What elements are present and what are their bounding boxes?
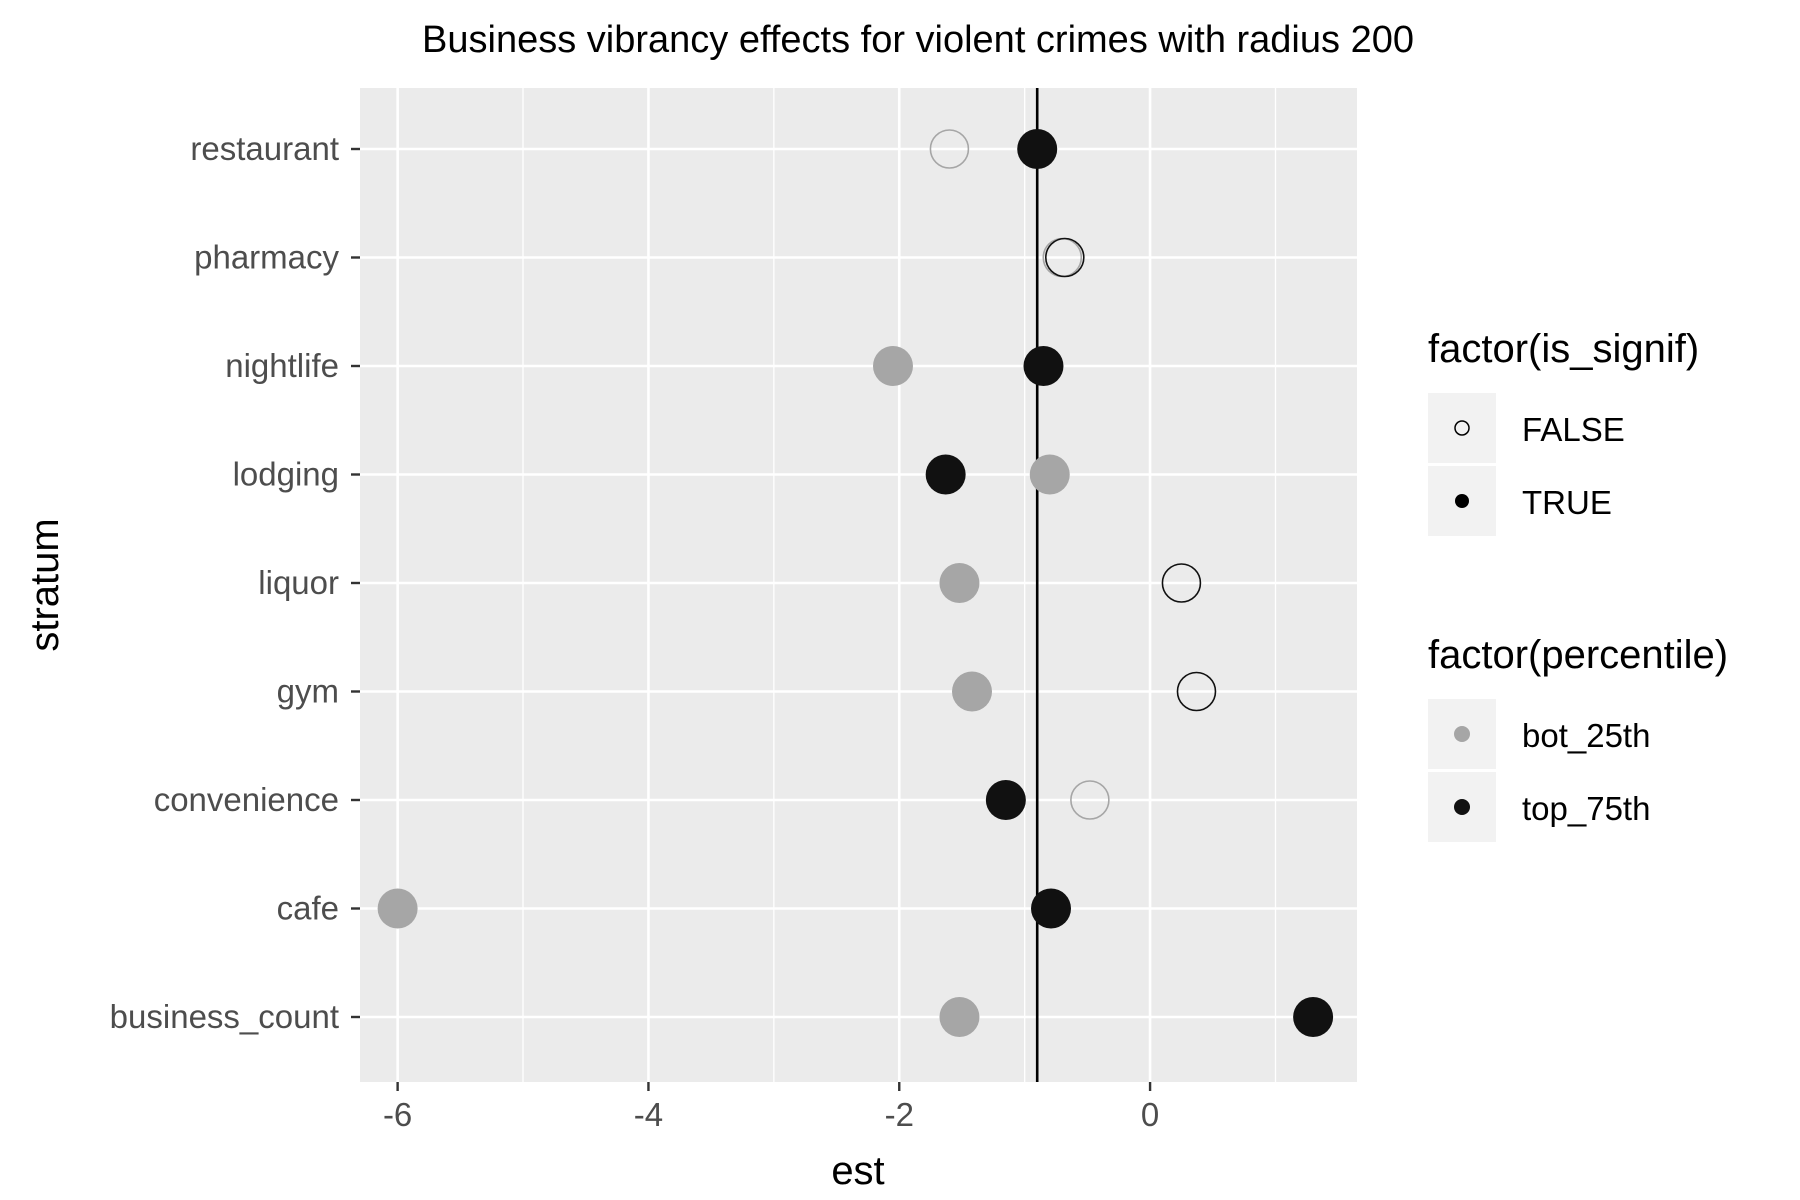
x-axis-title: est — [831, 1149, 884, 1193]
chart-title: Business vibrancy effects for violent cr… — [422, 19, 1414, 61]
y-tick-label: cafe — [277, 890, 339, 927]
x-axis: -6 -4 -2 0 — [383, 1082, 1159, 1133]
point-cafe-top-75th — [1031, 888, 1072, 929]
grid-lines — [360, 88, 1357, 1082]
data-points — [377, 129, 1334, 1037]
legend-is-signif: factor(is_signif) FALSE TRUE — [1428, 327, 1699, 536]
legend-label-top-75th: top_75th — [1522, 790, 1650, 827]
y-tick-label: restaurant — [190, 130, 339, 167]
point-liquor-top-75th — [1161, 563, 1202, 603]
point-business-count-top-75th — [1293, 997, 1334, 1037]
point-lodging-bot-25th — [1029, 454, 1070, 495]
legend-bot-25th-swatch-icon — [1454, 726, 1470, 742]
y-tick-label: business_count — [110, 998, 339, 1035]
x-tick-label: 0 — [1141, 1096, 1159, 1133]
point-restaurant-bot-25th — [929, 129, 970, 169]
point-convenience-bot-25th — [1070, 780, 1110, 820]
plot-panel-background — [360, 88, 1357, 1082]
point-liquor-bot-25th — [939, 563, 980, 603]
y-tick-label: gym — [277, 673, 339, 710]
point-nightlife-bot-25th — [872, 346, 913, 386]
y-tick-label: liquor — [258, 564, 339, 601]
y-axis-title: stratum — [23, 518, 67, 651]
point-business-count-bot-25th — [939, 997, 980, 1037]
legend-label-false: FALSE — [1522, 411, 1625, 448]
y-tick-label: lodging — [233, 456, 339, 493]
point-gym-bot-25th — [951, 671, 992, 712]
legend-label-bot-25th: bot_25th — [1522, 717, 1650, 754]
legend-key-background — [1428, 393, 1496, 463]
point-restaurant-top-75th — [1017, 129, 1058, 169]
point-nightlife-top-75th — [1023, 346, 1064, 386]
point-pharmacy-top-75th — [1044, 237, 1085, 278]
x-tick-label: -6 — [383, 1096, 412, 1133]
legend-percentile-title: factor(percentile) — [1428, 633, 1728, 677]
point-convenience-top-75th — [985, 780, 1026, 820]
legend-hollow-circle-icon — [1454, 420, 1470, 436]
legend-label-true: TRUE — [1522, 484, 1612, 521]
y-tick-label: pharmacy — [194, 239, 339, 276]
legend-filled-circle-icon — [1455, 494, 1469, 508]
x-tick-label: -2 — [885, 1096, 914, 1133]
point-lodging-top-75th — [925, 454, 966, 495]
y-tick-label: convenience — [154, 781, 339, 818]
point-gym-top-75th — [1176, 671, 1217, 712]
legend-percentile: factor(percentile) bot_25th top_75th — [1428, 633, 1728, 842]
y-axis: restaurant pharmacy nightlife lodging liquor… — [110, 130, 360, 1035]
point-cafe-bot-25th — [377, 888, 418, 929]
y-tick-label: nightlife — [225, 347, 339, 384]
legend-is-signif-title: factor(is_signif) — [1428, 327, 1699, 371]
x-tick-label: -4 — [634, 1096, 663, 1133]
legend-top-75th-swatch-icon — [1454, 799, 1470, 815]
